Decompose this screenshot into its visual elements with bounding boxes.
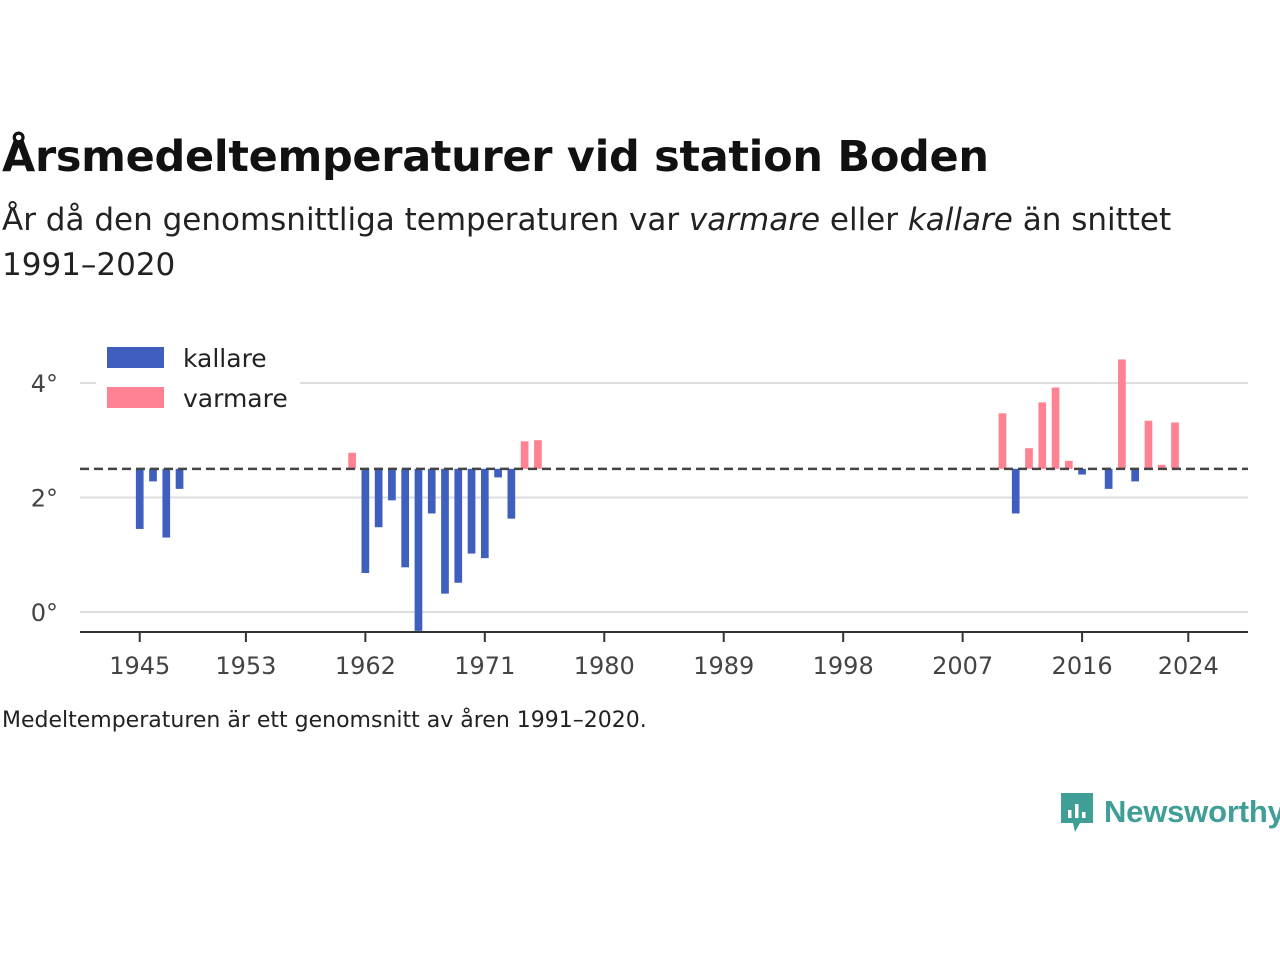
- bar-cold-2020: [1131, 468, 1140, 482]
- bar-cold-2016: [1078, 468, 1086, 475]
- bar-warm-2022: [1157, 464, 1166, 469]
- x-tick-label: 1980: [574, 652, 635, 680]
- x-tick-label: 1989: [693, 652, 754, 680]
- x-tick-label: 1953: [215, 652, 276, 680]
- legend-label-cold: kallare: [183, 344, 267, 373]
- bar-cold-2018: [1104, 468, 1113, 489]
- bar-warm-2023: [1171, 422, 1179, 469]
- bar-warm-2021: [1144, 420, 1153, 469]
- y-tick-label: 4°: [31, 370, 58, 398]
- x-tick-label: 1962: [335, 652, 396, 680]
- bar-cold-1971: [480, 468, 489, 559]
- y-tick-label: 2°: [31, 484, 58, 512]
- x-tick-label: 2007: [932, 652, 993, 680]
- subtitle-warm-word: varmare: [688, 202, 821, 238]
- chart-title: Årsmedeltemperaturer vid station Boden: [2, 132, 989, 182]
- bar-cold-1962: [361, 468, 370, 574]
- bar-warm-2012: [1025, 448, 1033, 469]
- x-tick-label: 1998: [813, 652, 874, 680]
- bar-cold-1964: [388, 468, 396, 501]
- subtitle-cold-word: kallare: [907, 202, 1013, 238]
- bar-cold-1968: [441, 468, 449, 594]
- subtitle-part2: eller: [820, 202, 908, 238]
- bar-cold-1966: [414, 468, 423, 631]
- bar-warm-2014: [1051, 387, 1060, 469]
- newsworthy-logo-icon: [1061, 793, 1093, 832]
- bar-cold-1969: [454, 468, 463, 583]
- x-tick-label: 1971: [454, 652, 515, 680]
- y-tick-label: 0°: [31, 599, 58, 627]
- newsworthy-brand-name: Newsworthy: [1104, 794, 1280, 829]
- newsworthy-logo[interactable]: Newsworthy: [1058, 790, 1280, 834]
- legend-swatch-warm: [107, 387, 164, 408]
- bar-warm-2010: [998, 413, 1007, 469]
- bars: [135, 359, 1179, 631]
- bar-warm-1975: [534, 440, 542, 469]
- legend-label-warm: varmare: [183, 384, 288, 413]
- bar-cold-1948: [175, 468, 184, 489]
- footnote: Medeltemperaturen är ett genomsnitt av å…: [2, 708, 647, 733]
- x-tick-label: 2024: [1158, 652, 1219, 680]
- legend-swatch-cold: [107, 347, 164, 368]
- bar-warm-1961: [348, 452, 356, 469]
- x-tick-label: 1945: [109, 652, 170, 680]
- bar-cold-1965: [401, 468, 410, 568]
- gridlines: 0° 2° 4°: [31, 370, 1248, 627]
- chart-subtitle: År då den genomsnittliga temperaturen va…: [2, 198, 1232, 288]
- bar-cold-1972: [494, 468, 502, 478]
- bar-cold-1973: [507, 468, 516, 519]
- x-tick-label: 2016: [1052, 652, 1113, 680]
- bar-cold-1947: [162, 468, 171, 538]
- bar-warm-2015: [1064, 460, 1073, 469]
- x-axis: 1945 1953 1962 1971 1980 1989 1998 2007 2016 2024: [80, 631, 1248, 680]
- bar-cold-1946: [149, 468, 157, 482]
- bar-cold-1945: [135, 468, 144, 529]
- legend: kallare varmare: [96, 336, 300, 416]
- bar-warm-2019: [1118, 359, 1126, 469]
- bar-warm-2013: [1038, 402, 1047, 469]
- bar-cold-1963: [374, 468, 383, 528]
- bar-cold-1967: [427, 468, 436, 514]
- bar-cold-2011: [1011, 468, 1020, 514]
- subtitle-part3: än snittet 1991–2020: [2, 202, 1172, 283]
- bar-cold-1970: [467, 468, 476, 554]
- subtitle-part1: År då den genomsnittliga temperaturen va…: [2, 202, 689, 238]
- bar-warm-1974: [520, 441, 529, 469]
